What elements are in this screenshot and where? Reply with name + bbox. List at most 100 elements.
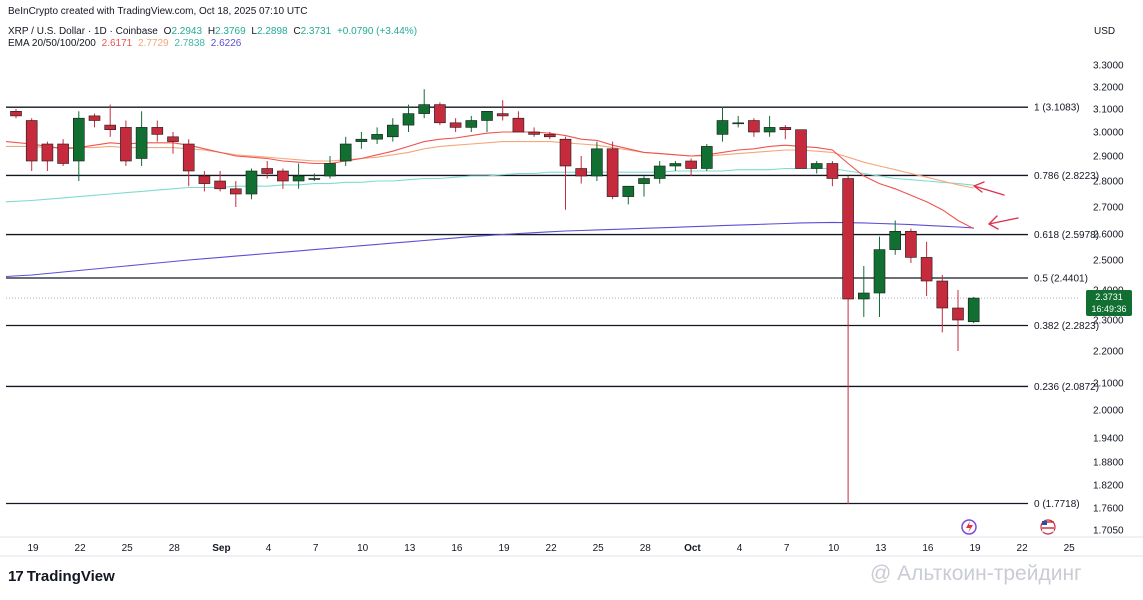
candle-body — [638, 178, 650, 184]
candle-31[interactable] — [496, 100, 509, 121]
x-tick-19: 16 — [922, 543, 934, 554]
candle-45[interactable] — [716, 106, 729, 142]
candle-55[interactable] — [873, 236, 886, 317]
candle-40[interactable] — [638, 176, 650, 197]
candle-36[interactable] — [575, 156, 588, 184]
candle-body — [355, 138, 368, 142]
currency-label[interactable]: USD — [1094, 26, 1116, 37]
candle-6[interactable] — [104, 104, 116, 137]
candle-23[interactable] — [371, 127, 383, 144]
candle-19[interactable] — [308, 173, 321, 182]
candle-3[interactable] — [57, 139, 69, 166]
candle-body — [952, 307, 964, 321]
candle-body — [606, 148, 619, 197]
candle-37[interactable] — [591, 141, 603, 181]
time-axis[interactable]: 19 22 25 28 Sep 4 7 10 13 16 19 22 25 28 Oct 4 7 10 13 16 19… — [0, 536, 1143, 557]
candle-20[interactable] — [324, 156, 336, 179]
candle-body — [716, 120, 729, 135]
candle-body — [685, 160, 697, 169]
x-tick-12: 25 — [593, 543, 605, 554]
ohlc-low-label: L — [251, 26, 257, 37]
y-tick-18: 1.7050 — [1093, 526, 1124, 537]
candle-5[interactable] — [88, 113, 101, 128]
candle-44[interactable] — [700, 144, 713, 171]
candle-58[interactable] — [920, 241, 933, 296]
candle-52[interactable] — [826, 161, 839, 187]
annotations — [961, 181, 1056, 535]
candle-18[interactable] — [292, 163, 305, 189]
candle-29[interactable] — [465, 115, 478, 132]
x-tick-16: 7 — [784, 543, 790, 554]
candle-21[interactable] — [339, 136, 352, 166]
fib-label-3: 0.5 (2.4401) — [1034, 273, 1088, 284]
candle-47[interactable] — [748, 118, 760, 137]
candle-56[interactable] — [889, 220, 902, 255]
y-tick-11: 2.2000 — [1093, 347, 1124, 358]
candle-42[interactable] — [669, 161, 682, 171]
fib-label-1: 0.786 (2.8223) — [1034, 171, 1099, 182]
ema-label[interactable]: EMA 20/50/100/200 — [8, 38, 96, 49]
candle-body — [434, 104, 446, 124]
candle-body — [575, 168, 588, 177]
tradingview-logo[interactable]: 17 TradingView — [8, 568, 115, 585]
candle-2[interactable] — [41, 141, 54, 171]
candle-35[interactable] — [559, 136, 572, 210]
candle-51[interactable] — [810, 161, 823, 174]
candle-body — [230, 188, 242, 195]
symbol-name[interactable]: XRP / U.S. Dollar · 1D · Coinbase — [8, 26, 158, 37]
event-icon-lightning[interactable] — [961, 519, 977, 535]
fib-label-5: 0.236 (2.0872) — [1034, 382, 1099, 393]
candle-body — [73, 117, 85, 162]
candle-43[interactable] — [685, 158, 697, 177]
ema200-value: 2.6226 — [210, 38, 242, 49]
candle-1[interactable] — [25, 118, 38, 171]
ema-legend: EMA 20/50/100/200 2.6171 2.7729 2.7838 2… — [8, 38, 244, 49]
candle-13[interactable] — [214, 171, 226, 192]
candle-7[interactable] — [120, 120, 132, 167]
candle-25[interactable] — [402, 104, 415, 132]
candle-15[interactable] — [245, 168, 258, 200]
candle-39[interactable] — [622, 185, 635, 205]
candle-48[interactable] — [763, 115, 776, 137]
candle-10[interactable] — [167, 132, 179, 154]
candle-0[interactable] — [10, 109, 22, 119]
candle-46[interactable] — [732, 115, 745, 128]
candle-8[interactable] — [135, 111, 148, 166]
ohlc-close: 2.3731 — [300, 26, 332, 37]
candle-59[interactable] — [936, 275, 949, 333]
candle-30[interactable] — [481, 111, 493, 132]
candle-50[interactable] — [795, 129, 807, 169]
candle-body — [371, 134, 383, 140]
candle-24[interactable] — [386, 118, 399, 142]
ema20-value: 2.6171 — [101, 38, 133, 49]
candle-11[interactable] — [182, 139, 195, 187]
candle-61[interactable] — [967, 296, 980, 324]
candle-32[interactable] — [512, 111, 525, 133]
candle-41[interactable] — [653, 161, 666, 184]
candle-60[interactable] — [952, 290, 964, 351]
candle-49[interactable] — [779, 125, 792, 140]
candle-34[interactable] — [543, 132, 556, 140]
candle-22[interactable] — [355, 132, 368, 149]
candle-12[interactable] — [198, 171, 211, 192]
candle-53[interactable] — [842, 176, 854, 505]
candle-26[interactable] — [418, 89, 431, 119]
candle-4[interactable] — [73, 111, 85, 181]
candle-9[interactable] — [151, 120, 164, 142]
candle-38[interactable] — [606, 141, 619, 200]
candle-16[interactable] — [261, 161, 274, 179]
candle-14[interactable] — [230, 181, 242, 207]
candle-17[interactable] — [277, 168, 289, 189]
y-tick-7: 2.6000 — [1093, 230, 1124, 241]
candle-54[interactable] — [857, 266, 870, 317]
candle-57[interactable] — [905, 228, 917, 263]
x-tick-18: 13 — [875, 543, 887, 554]
ohlc-low: 2.2898 — [256, 26, 288, 37]
event-icon-flag[interactable] — [1040, 519, 1056, 535]
candle-27[interactable] — [434, 102, 446, 126]
candle-33[interactable] — [528, 127, 540, 137]
candle-28[interactable] — [449, 118, 462, 132]
candle-body — [324, 163, 336, 177]
x-tick-3: 28 — [169, 543, 181, 554]
